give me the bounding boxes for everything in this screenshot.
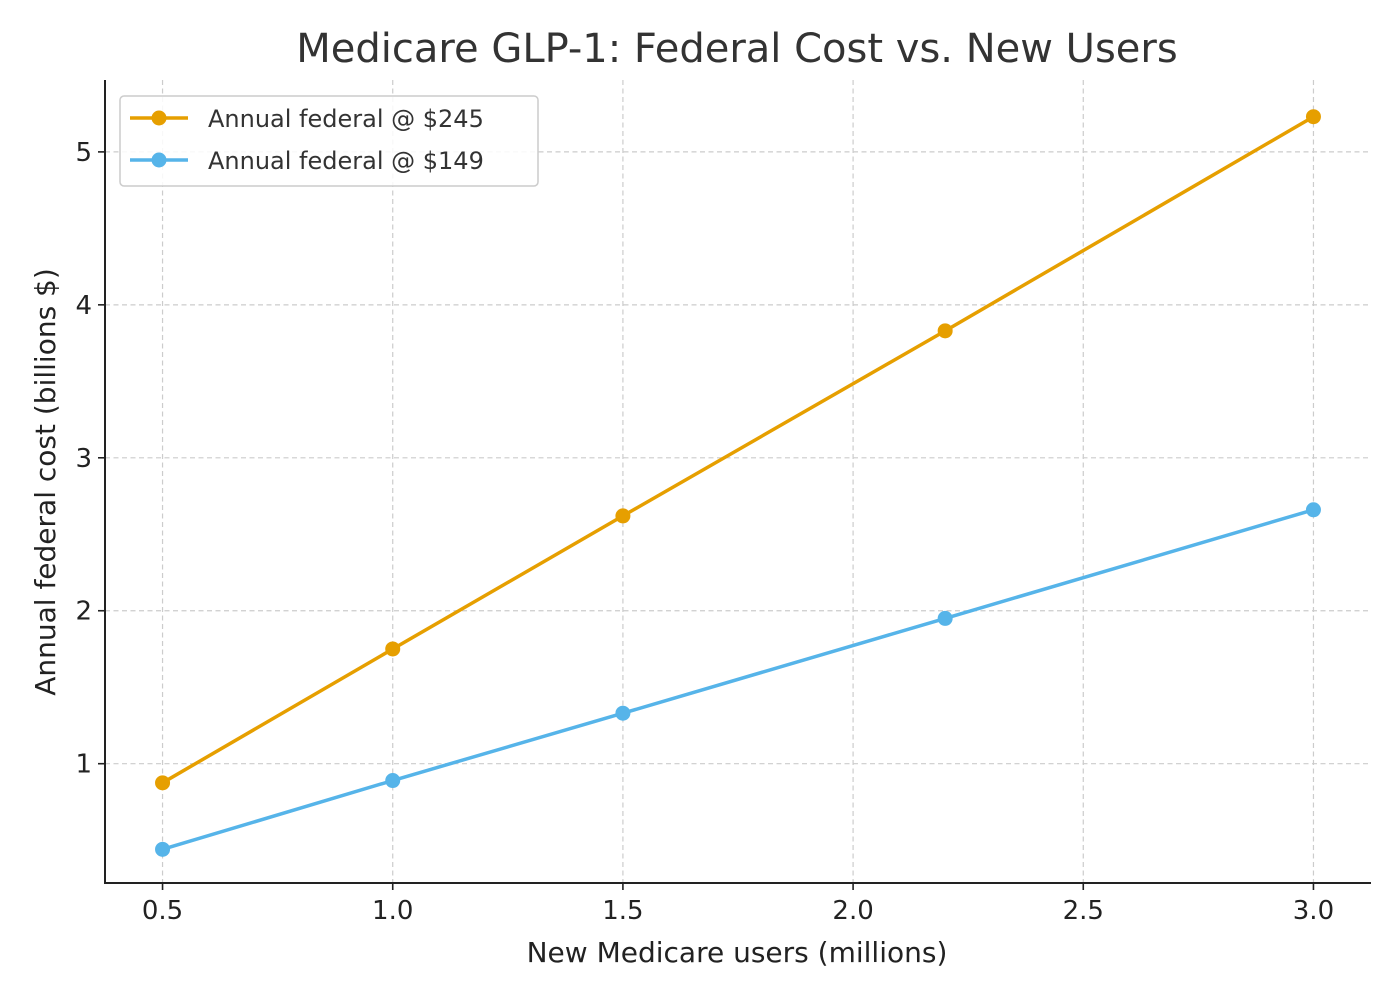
series-line-1 xyxy=(162,508,1314,852)
x-tick-label: 0.5 xyxy=(142,896,183,926)
data-point xyxy=(615,508,631,524)
x-tick-label: 1.0 xyxy=(372,896,413,926)
data-point xyxy=(385,641,401,657)
y-tick-label: 3 xyxy=(75,444,92,474)
x-tick-label: 1.5 xyxy=(602,896,643,926)
chart-title: Medicare GLP-1: Federal Cost vs. New Use… xyxy=(296,26,1177,72)
data-point xyxy=(937,610,953,626)
data-point xyxy=(1305,502,1321,518)
series-layer xyxy=(155,109,1321,857)
ticks: 0.5 1.0 1.5 2.0 2.5 3.0 1 2 3 4 5 xyxy=(75,138,1334,926)
y-tick-label: 4 xyxy=(75,291,92,321)
legend-box xyxy=(119,95,539,187)
data-point xyxy=(615,705,631,721)
y-tick-label: 5 xyxy=(75,138,92,168)
legend-marker-icon xyxy=(151,110,167,126)
grid xyxy=(105,80,1371,883)
data-point xyxy=(155,841,171,857)
x-tick-label: 2.5 xyxy=(1063,896,1104,926)
legend: Annual federal @ $245 Annual federal @ $1… xyxy=(119,95,539,187)
series-line-0 xyxy=(161,115,1315,785)
data-point xyxy=(937,323,953,339)
y-axis-label: Annual federal cost (billions $) xyxy=(29,268,62,696)
legend-label: Annual federal @ $245 xyxy=(208,105,484,133)
x-axis-label: New Medicare users (millions) xyxy=(527,936,948,969)
legend-marker-icon xyxy=(151,152,167,168)
data-point xyxy=(385,773,401,789)
legend-label: Annual federal @ $149 xyxy=(208,147,484,175)
data-point xyxy=(155,775,171,791)
y-tick-label: 1 xyxy=(75,750,92,780)
x-tick-label: 3.0 xyxy=(1293,896,1334,926)
data-point xyxy=(1305,109,1321,125)
y-tick-label: 2 xyxy=(75,597,92,627)
x-tick-label: 2.0 xyxy=(832,896,873,926)
